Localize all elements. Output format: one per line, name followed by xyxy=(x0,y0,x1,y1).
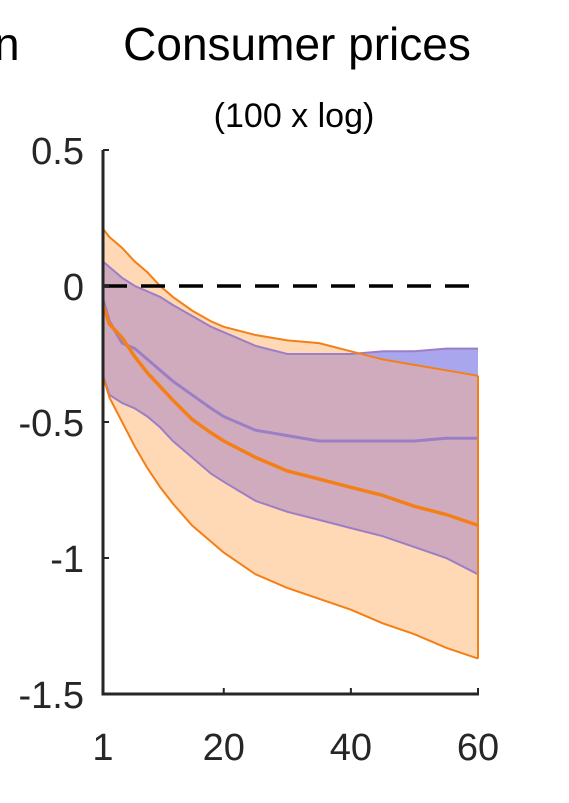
purple-upper-bound-line xyxy=(102,260,478,355)
y-tick-label: 0 xyxy=(63,267,84,309)
x-tick-label: 20 xyxy=(203,727,245,769)
chart-subtitle: (100 x log) xyxy=(214,97,375,135)
x-tick-label: 40 xyxy=(330,727,372,769)
purple-lower-bound-line xyxy=(102,375,479,576)
orange-upper-bound-line xyxy=(102,228,479,377)
y-tick-label: -0.5 xyxy=(19,403,84,445)
plot-area: 0.5 0 -0.5 -1 -1.51 20 40 60 xyxy=(19,131,500,769)
y-tick-label: -1.5 xyxy=(19,675,84,717)
clipped-previous-panel-title: n xyxy=(0,18,20,70)
purple-median-line xyxy=(101,299,478,443)
y-tick-label: 0.5 xyxy=(31,131,84,173)
x-tick-label: 60 xyxy=(457,727,499,769)
chart-title: Consumer prices xyxy=(123,18,471,70)
orange-median-line xyxy=(101,304,479,528)
orange-lower-bound-line xyxy=(102,375,479,660)
x-tick-label: 1 xyxy=(92,727,113,769)
y-tick-label: -1 xyxy=(50,539,84,581)
